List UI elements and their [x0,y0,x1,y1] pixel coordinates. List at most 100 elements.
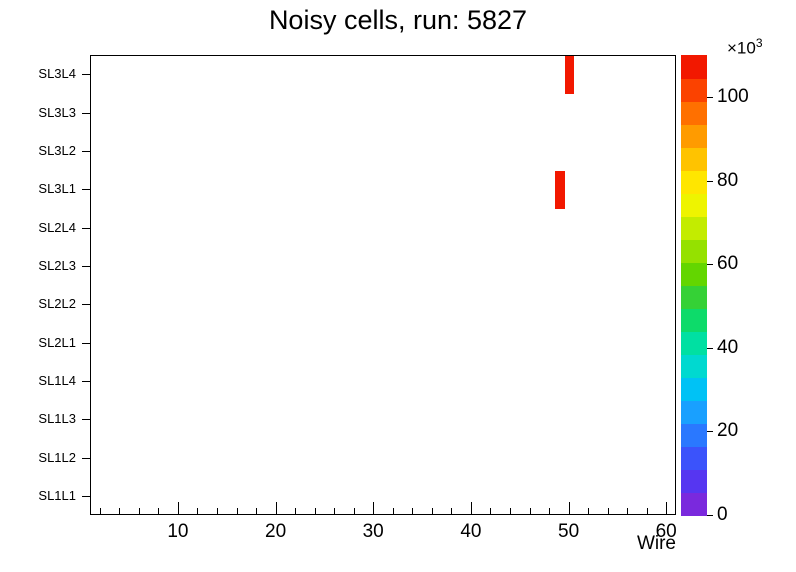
y-axis-label: SL1L4 [38,372,76,388]
y-axis-label: SL3L1 [38,181,76,197]
y-axis-label: SL3L3 [38,104,76,120]
colorbar-segment [681,492,707,516]
colorbar-tick [707,96,713,98]
x-axis-minor-tick [529,508,531,515]
x-axis-minor-tick [119,508,121,515]
x-axis-tick-label: 60 [655,521,677,542]
x-axis-minor-tick [295,508,297,515]
y-axis-label: SL3L4 [38,66,76,82]
x-axis-major-tick [666,502,668,515]
colorbar-segment [681,124,707,148]
x-axis-minor-tick [236,508,238,515]
colorbar-tick-label: 80 [717,169,739,191]
colorbar-segment [681,101,707,125]
y-axis-label: SL1L3 [38,411,76,427]
x-axis-minor-tick [627,508,629,515]
y-axis-tick [82,227,90,229]
x-axis-tick-label: 10 [167,521,189,542]
y-axis-tick [82,342,90,344]
y-axis-label: SL2L1 [38,334,76,350]
colorbar-exponent-power: 3 [755,36,763,50]
x-axis-tick-label: 20 [265,521,287,542]
x-axis-minor-tick [646,508,648,515]
colorbar-segment [681,469,707,493]
colorbar-tick-label: 0 [717,504,728,525]
y-axis-label: SL2L4 [38,219,76,235]
colorbar-segment [681,170,707,194]
colorbar [681,55,707,516]
y-axis-tick [82,419,90,421]
x-axis-minor-tick [607,508,609,515]
x-axis-minor-tick [451,508,453,515]
x-axis-minor-tick [549,508,550,515]
x-axis-major-tick [568,502,570,515]
colorbar-segment [681,308,707,332]
colorbar-segment [681,147,707,171]
y-axis-tick [82,74,90,76]
colorbar-exponent-base: ×10 [727,38,756,58]
x-axis-minor-tick [334,508,336,515]
y-axis-tick [82,380,90,382]
colorbar-tick [707,180,713,182]
y-axis-label: SL3L2 [38,142,76,158]
x-axis-minor-tick [490,508,492,515]
x-axis-minor-tick [256,508,257,515]
chart-title: Noisy cells, run: 5827 [268,5,528,35]
plot-area [90,55,676,515]
colorbar-tick-label: 40 [717,336,739,358]
heatmap-cell [554,171,565,210]
y-axis-tick [82,457,90,459]
colorbar-tick-label: 100 [717,85,749,107]
colorbar-segment [681,377,707,401]
x-axis-minor-tick [314,508,316,515]
y-axis-tick [82,495,90,497]
colorbar-segment [681,331,707,355]
heatmap-cell [564,56,575,95]
colorbar-tick-label: 60 [717,253,739,275]
colorbar-tick [707,515,713,516]
x-axis-minor-tick [217,508,218,515]
colorbar-segment [681,55,707,79]
y-axis-label: SL1L1 [38,487,76,503]
x-axis-major-tick [373,502,375,515]
colorbar-segment [681,423,707,447]
colorbar-tick [707,431,713,433]
y-axis-tick [82,189,90,191]
x-axis-major-tick [470,502,472,515]
x-axis-minor-tick [431,508,433,515]
x-axis-minor-tick [138,508,140,515]
colorbar-tick-label: 20 [717,420,739,442]
x-axis-minor-tick [588,508,590,515]
y-axis-tick [82,112,90,114]
colorbar-segment [681,446,707,470]
x-axis-minor-tick [510,508,511,515]
x-axis-minor-tick [412,508,414,515]
y-axis-label: SL2L3 [38,257,76,273]
x-axis-minor-tick [197,508,199,515]
colorbar-segment [681,239,707,263]
y-axis-tick [82,265,90,267]
x-axis-title: Wire [636,533,676,554]
x-axis-tick-label: 50 [558,521,580,542]
colorbar-segment [681,78,707,102]
x-axis-tick-label: 30 [362,521,384,542]
x-axis-major-tick [177,502,179,515]
colorbar-segment [681,216,707,240]
x-axis-minor-tick [158,508,160,515]
y-axis-label: SL2L2 [38,296,76,312]
colorbar-tick [707,347,713,349]
colorbar-tick [707,264,713,266]
colorbar-segment [681,354,707,378]
x-axis-minor-tick [392,508,394,515]
colorbar-segment [681,400,707,424]
x-axis-minor-tick [99,508,101,515]
x-axis-minor-tick [353,508,355,515]
colorbar-segment [681,285,707,309]
y-axis-tick [82,150,90,152]
y-axis-tick [82,304,90,306]
x-axis-tick-label: 40 [460,521,482,542]
colorbar-segment [681,193,707,217]
x-axis-major-tick [275,502,277,515]
colorbar-exponent: ×103 [727,36,763,59]
